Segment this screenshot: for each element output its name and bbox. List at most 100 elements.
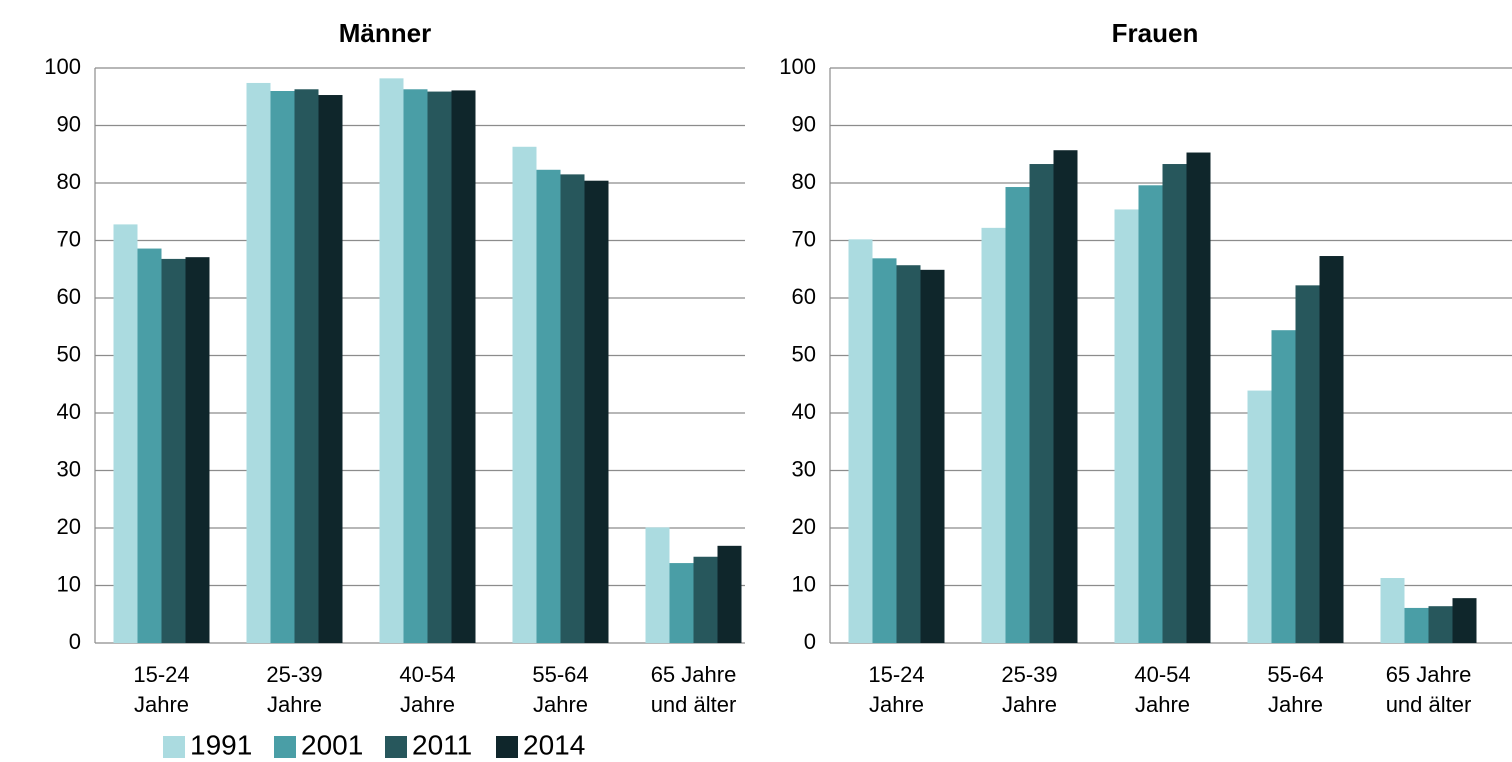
bar-1991 (848, 239, 873, 643)
bar-2011 (1162, 164, 1187, 643)
bar-2001 (872, 258, 897, 643)
x-tick-label: 40-54 (399, 662, 455, 687)
y-tick-label: 20 (792, 514, 816, 539)
legend-swatch (496, 736, 518, 758)
bar-2001 (1138, 185, 1163, 644)
y-tick-label: 40 (792, 399, 816, 424)
bar-2001 (1404, 607, 1429, 643)
y-tick-label: 80 (57, 169, 81, 194)
bar-2014 (1053, 150, 1078, 643)
bar-1991 (246, 82, 271, 643)
bar-2011 (560, 174, 585, 643)
y-tick-label: 0 (804, 629, 816, 654)
x-tick-label: 25-39 (1001, 662, 1057, 687)
chart-legend: 1991 2001 2011 2014 (163, 729, 585, 760)
x-tick-label: 55-64 (1267, 662, 1323, 687)
bar-2011 (693, 556, 718, 643)
y-tick-label: 30 (57, 456, 81, 481)
legend-label: 2014 (523, 729, 585, 760)
y-tick-label: 70 (57, 226, 81, 251)
y-tick-label: 100 (44, 54, 81, 79)
panel-title: Frauen (1112, 18, 1199, 48)
bar-2001 (270, 91, 295, 643)
bar-2011 (1428, 606, 1453, 643)
x-tick-label: 15-24 (133, 662, 189, 687)
chart-panel-frauen: Frauen 0 10 20 30 40 50 60 70 80 90 100 15-24 Jahre 25… (779, 18, 1512, 717)
y-tick-label: 40 (57, 399, 81, 424)
y-tick-label: 80 (792, 169, 816, 194)
bar-1991 (379, 78, 404, 644)
x-tick-label: 40-54 (1134, 662, 1190, 687)
bar-2014 (451, 90, 476, 644)
x-tick-label: und älter (1386, 692, 1472, 717)
legend-label: 2011 (412, 729, 472, 760)
x-tick-label: Jahre (869, 692, 924, 717)
bar-2011 (896, 265, 921, 643)
legend-item-2011: 2011 (385, 729, 472, 760)
x-tick-label: Jahre (1135, 692, 1190, 717)
legend-swatch (385, 736, 407, 758)
bar-2014 (318, 95, 343, 643)
legend-label: 2001 (301, 729, 363, 760)
x-tick-label: und älter (651, 692, 737, 717)
bar-2001 (1005, 187, 1030, 643)
legend-swatch (274, 736, 296, 758)
bar-1991 (113, 224, 138, 643)
bar-1991 (512, 146, 537, 643)
bar-2014 (185, 257, 210, 643)
bar-2001 (669, 563, 694, 643)
legend-item-2001: 2001 (274, 729, 363, 760)
bar-1991 (981, 227, 1006, 643)
bar-2011 (1029, 164, 1054, 643)
bar-2014 (717, 545, 742, 643)
y-tick-label: 100 (779, 54, 816, 79)
bar-2011 (294, 89, 319, 643)
bar-2011 (1295, 285, 1320, 643)
x-tick-label: Jahre (1002, 692, 1057, 717)
bar-2014 (584, 180, 609, 643)
legend-item-2014: 2014 (496, 729, 585, 760)
bar-2001 (536, 169, 561, 643)
x-tick-label: Jahre (134, 692, 189, 717)
bar-2011 (161, 258, 186, 643)
y-tick-label: 60 (57, 284, 81, 309)
y-tick-label: 50 (57, 341, 81, 366)
bar-2001 (137, 248, 162, 644)
y-tick-label: 50 (792, 341, 816, 366)
x-tick-label: 55-64 (532, 662, 588, 687)
bar-2001 (1271, 330, 1296, 643)
x-tick-label: Jahre (533, 692, 588, 717)
chart-panel-maenner: Männer 0 10 20 30 40 50 60 70 80 90 100 15-24 Jahre 25… (44, 18, 745, 717)
legend-label: 1991 (190, 729, 252, 760)
x-tick-label: Jahre (1268, 692, 1323, 717)
y-tick-label: 70 (792, 226, 816, 251)
bar-2014 (1186, 152, 1211, 643)
y-tick-label: 20 (57, 514, 81, 539)
bar-2011 (427, 91, 452, 643)
legend-swatch (163, 736, 185, 758)
bar-2014 (1452, 598, 1477, 643)
y-tick-label: 30 (792, 456, 816, 481)
y-tick-label: 0 (69, 629, 81, 654)
bar-1991 (645, 527, 670, 643)
x-tick-label: 15-24 (868, 662, 924, 687)
bar-2014 (1319, 256, 1344, 643)
x-tick-label: 65 Jahre (651, 662, 737, 687)
x-tick-label: Jahre (400, 692, 455, 717)
y-tick-label: 10 (57, 571, 81, 596)
y-tick-label: 10 (792, 571, 816, 596)
y-tick-label: 90 (57, 111, 81, 136)
x-tick-label: 25-39 (266, 662, 322, 687)
bar-2014 (920, 269, 945, 643)
bar-1991 (1114, 209, 1139, 643)
y-tick-label: 60 (792, 284, 816, 309)
bar-2001 (403, 89, 428, 643)
chart-panels: Männer010203040506070809010015-24Jahre25… (44, 18, 1512, 717)
bar-1991 (1380, 578, 1405, 643)
legend-item-1991: 1991 (163, 729, 252, 760)
panel-title: Männer (339, 18, 431, 48)
x-tick-label: 65 Jahre (1386, 662, 1472, 687)
bar-1991 (1247, 390, 1272, 643)
x-tick-label: Jahre (267, 692, 322, 717)
